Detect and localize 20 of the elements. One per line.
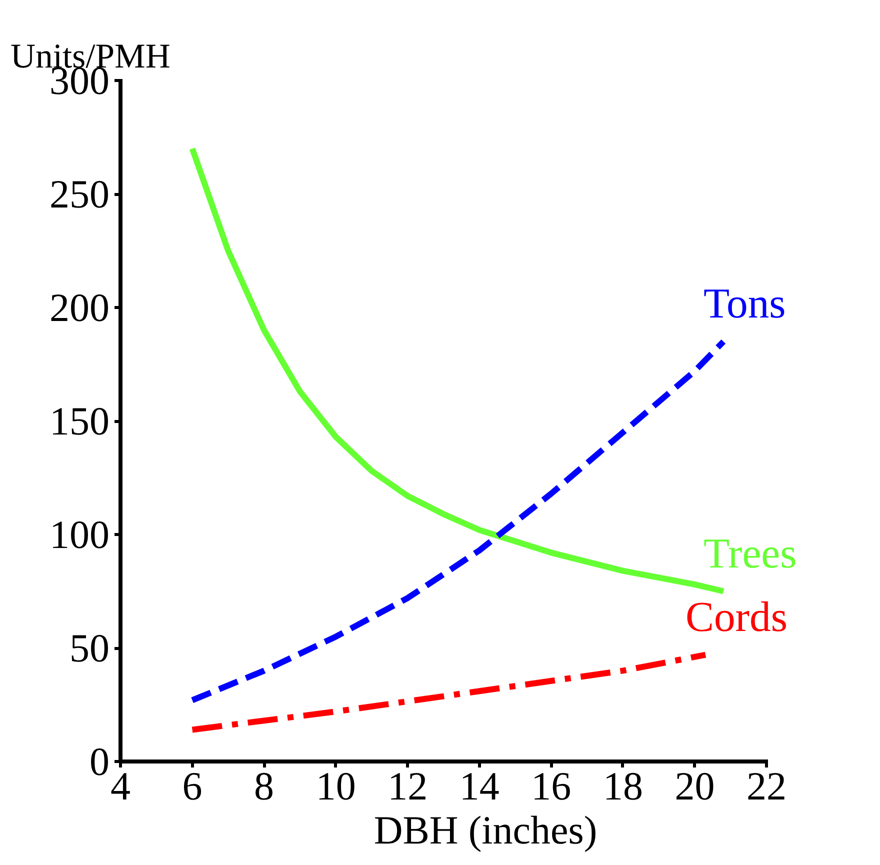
series-label: Cords bbox=[686, 594, 788, 641]
x-tick-label: 8 bbox=[254, 764, 274, 808]
y-tick-label: 200 bbox=[50, 285, 110, 330]
series-label: Trees bbox=[703, 530, 797, 578]
y-tick-label: 150 bbox=[50, 398, 110, 444]
x-tick-label: 12 bbox=[388, 764, 428, 808]
x-axis-title: DBH (inches) bbox=[374, 808, 598, 852]
x-tick-label: 14 bbox=[459, 764, 500, 808]
x-tick-label: 20 bbox=[674, 764, 715, 808]
x-tick-label: 10 bbox=[316, 764, 356, 808]
x-tick-label: 16 bbox=[531, 764, 572, 808]
y-tick-label: 0 bbox=[90, 739, 110, 784]
y-tick-label: 250 bbox=[50, 172, 110, 216]
y-tick-label: 100 bbox=[50, 512, 110, 557]
x-tick-label: 18 bbox=[602, 764, 643, 808]
series-label: Tons bbox=[703, 280, 786, 328]
x-tick-label: 6 bbox=[182, 764, 202, 808]
x-tick-label: 4 bbox=[110, 764, 130, 808]
x-tick-label: 22 bbox=[746, 764, 787, 808]
y-tick-label: 50 bbox=[70, 626, 110, 670]
